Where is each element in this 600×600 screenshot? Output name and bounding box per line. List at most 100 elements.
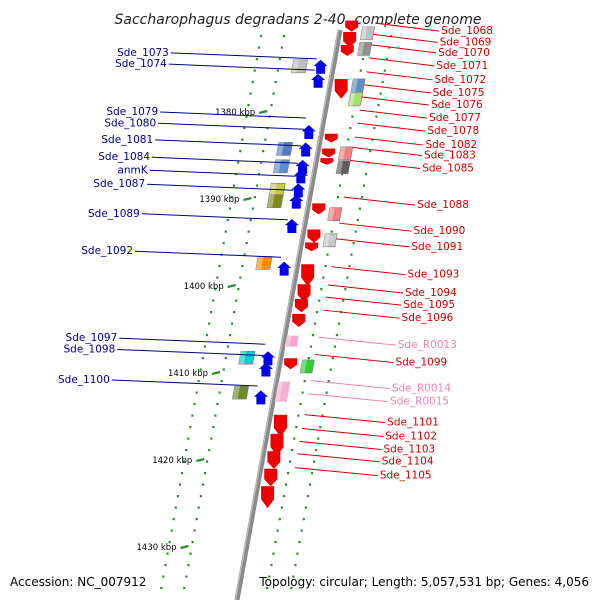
grid-dot [172, 518, 175, 521]
label-connector [325, 296, 402, 306]
grid-dot [318, 299, 321, 302]
label-connector [158, 122, 305, 130]
grid-dot [170, 529, 173, 532]
grid-dot [356, 219, 359, 222]
grid-dot [232, 184, 236, 187]
grid-dot [351, 115, 354, 118]
label-connector [117, 349, 264, 357]
gene-label-right: Sde_1099 [395, 357, 447, 369]
grid-dot [272, 92, 275, 95]
accession-text: Accession: NC_007912 [10, 575, 146, 589]
label-connector [354, 136, 424, 146]
grid-dot [235, 299, 238, 302]
grid-dot [347, 138, 350, 141]
gene-label-right: Sde_1095 [403, 299, 455, 311]
gene-label-right: Sde_1104 [382, 456, 434, 468]
gene-block [335, 160, 351, 175]
grid-dot [299, 403, 302, 406]
reverse-gene-arrow [312, 203, 326, 215]
forward-gene-arrow [291, 183, 306, 198]
grid-dot [216, 276, 219, 279]
grid-dot [348, 265, 351, 268]
label-connector [170, 52, 317, 60]
grid-dot [191, 541, 194, 544]
grid-dot [264, 138, 267, 141]
grid-dot [226, 345, 230, 348]
grid-dot [195, 518, 198, 521]
grid-dot [226, 219, 229, 222]
reverse-gene-arrow [305, 242, 319, 252]
grid-dot [350, 253, 353, 256]
reverse-gene-arrow [294, 299, 308, 313]
grid-dot [352, 242, 355, 245]
label-connector [297, 453, 380, 463]
label-connector [135, 250, 281, 258]
grid-dot [309, 345, 313, 348]
grid-dot [375, 115, 378, 118]
label-connector [308, 393, 389, 403]
grid-dot [320, 288, 323, 291]
gene-label-right: Sde_1083 [424, 150, 476, 162]
grid-dot [210, 437, 213, 440]
label-connector [315, 354, 394, 364]
gene-label-right: Sde_R0014 [392, 383, 451, 395]
label-connector [371, 44, 437, 54]
grid-dot [187, 564, 190, 567]
forward-gene-arrow [289, 194, 304, 209]
grid-dot [364, 173, 368, 176]
grid-dot [369, 150, 372, 153]
gene-label-left: Sde_1081 [101, 134, 153, 146]
grid-dot [203, 472, 207, 475]
grid-dot [280, 506, 283, 509]
gene-label-right: Sde_1070 [438, 47, 490, 59]
gene-label-right: Sde_1091 [411, 241, 463, 253]
grid-dot [307, 357, 310, 360]
gene-block [274, 381, 291, 402]
grid-dot [383, 69, 386, 72]
gene-block [266, 194, 284, 208]
grid-dot [168, 541, 171, 544]
grid-dot [249, 92, 252, 95]
grid-dot [337, 322, 341, 325]
label-connector [151, 156, 298, 164]
gene-label-left: Sde_1073 [117, 47, 169, 59]
grid-dot [162, 575, 165, 578]
grid-dot [272, 552, 275, 555]
reverse-gene-arrow [273, 414, 287, 437]
grid-dot [237, 288, 240, 291]
grid-dot [216, 403, 219, 406]
grid-dot [274, 81, 277, 84]
gene-label-right: Sde_1090 [414, 225, 466, 237]
grid-dot [253, 69, 256, 72]
grid-dot [228, 334, 232, 337]
gene-label-right: Sde_1103 [383, 444, 435, 456]
grid-dot [316, 311, 319, 314]
forward-gene-arrow [293, 169, 308, 184]
grid-dot [257, 173, 261, 176]
label-connector [375, 22, 440, 32]
grid-dot [212, 426, 215, 429]
reverse-gene-arrow [264, 468, 278, 487]
grid-dot [319, 426, 322, 429]
gene-block [350, 78, 366, 93]
tick-mark [227, 283, 237, 289]
grid-dot [166, 552, 169, 555]
gene-block [272, 159, 290, 174]
grid-dot [327, 380, 330, 383]
grid-dot [218, 265, 221, 268]
gene-label-right: Sde_1078 [427, 125, 479, 137]
label-connector [352, 147, 423, 156]
forward-gene-arrow [253, 390, 268, 405]
grid-dot [262, 150, 265, 153]
grid-dot [251, 81, 254, 84]
grid-dot [282, 495, 285, 498]
grid-dot [210, 311, 213, 314]
gene-block [231, 385, 250, 400]
grid-dot [239, 150, 242, 153]
gene-block [327, 207, 343, 221]
reverse-gene-arrow [345, 20, 359, 32]
grid-dot [324, 265, 327, 268]
grid-dot [304, 506, 307, 509]
